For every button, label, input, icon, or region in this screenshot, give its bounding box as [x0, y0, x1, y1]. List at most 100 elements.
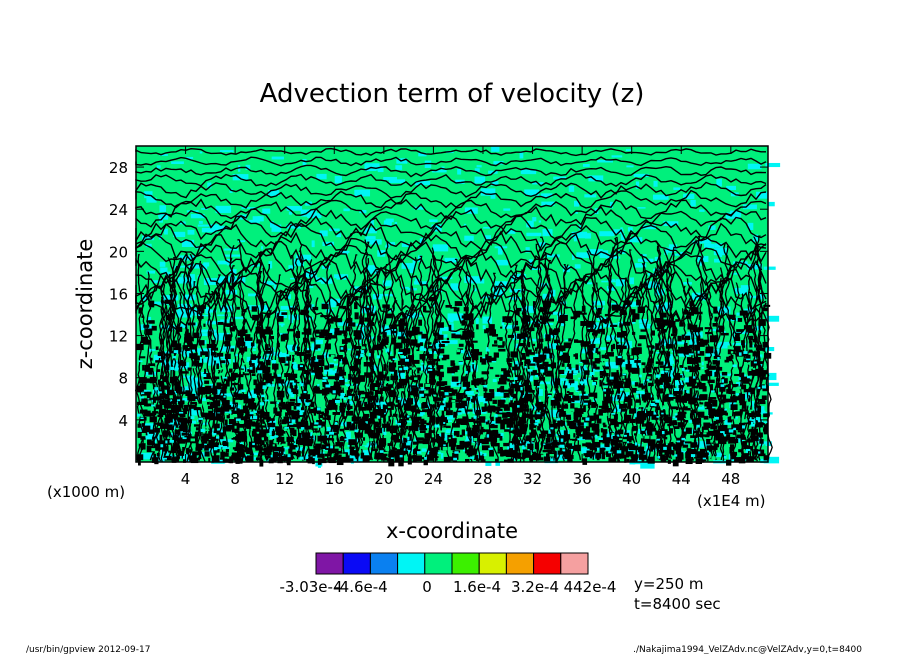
field-patch — [288, 265, 295, 270]
field-patch — [581, 378, 588, 386]
x-tick-label: 48 — [721, 470, 740, 488]
field-dark-patch — [215, 413, 222, 421]
field-patch — [329, 362, 334, 365]
field-dark-patch — [199, 446, 203, 451]
field-dark-patch — [210, 352, 217, 356]
field-dark-patch — [644, 392, 651, 399]
field-dark-patch — [173, 370, 176, 377]
field-patch — [670, 253, 687, 256]
field-dark-patch — [398, 448, 402, 454]
field-patch — [573, 370, 579, 374]
field-dark-patch — [437, 436, 445, 443]
field-patch — [397, 352, 403, 355]
field-dark-patch — [748, 336, 752, 344]
field-dark-patch — [291, 388, 295, 393]
field-dark-patch — [745, 379, 752, 382]
field-patch — [179, 265, 189, 268]
field-dark-patch — [138, 356, 146, 359]
field-dark-patch — [558, 318, 565, 323]
field-dark-patch — [491, 436, 498, 443]
field-patch — [248, 293, 259, 297]
field-patch — [703, 432, 707, 435]
field-patch — [364, 163, 380, 171]
field-dark-patch — [242, 309, 247, 313]
field-dark-patch — [406, 376, 414, 380]
field-patch — [457, 168, 462, 175]
field-dark-patch — [679, 365, 684, 368]
field-dark-patch — [249, 402, 257, 410]
field-patch — [652, 194, 669, 200]
field-dark-patch — [427, 360, 436, 365]
field-dark-patch — [224, 353, 231, 359]
field-dark-patch — [668, 320, 676, 328]
field-dark-patch — [343, 330, 347, 337]
field-patch — [329, 431, 335, 435]
field-dark-patch — [651, 414, 659, 420]
field-dark-patch — [495, 374, 500, 377]
field-dark-patch — [595, 414, 600, 420]
field-dark-patch — [658, 449, 667, 453]
field-patch — [141, 452, 154, 460]
field-patch — [253, 415, 258, 420]
field-dark-patch — [471, 380, 476, 386]
field-dark-patch — [750, 435, 759, 442]
field-patch — [217, 314, 229, 317]
field-dark-patch — [359, 317, 363, 325]
field-dark-patch — [245, 334, 251, 341]
field-dark-patch — [185, 345, 188, 351]
field-dark-patch — [188, 434, 192, 439]
field-patch — [574, 386, 578, 391]
field-patch — [197, 314, 212, 317]
field-dark-patch — [254, 445, 261, 449]
field-dark-patch — [707, 379, 715, 384]
field-dark-patch — [331, 316, 337, 322]
field-patch — [205, 307, 211, 314]
field-dark-patch — [750, 335, 754, 341]
field-dark-patch — [667, 418, 673, 422]
colorbar-labels: -3.03e-4-4.6e-4 0 1.6e-4 3.2e-4 442e-4 — [280, 578, 617, 596]
field-patch — [748, 410, 752, 414]
field-dark-patch — [582, 341, 591, 345]
field-dark-patch — [300, 421, 309, 425]
field-dark-patch — [371, 405, 375, 408]
field-dark-patch — [152, 384, 156, 390]
field-dark-patch — [320, 315, 328, 318]
field-dark-patch — [208, 440, 212, 446]
field-patch — [541, 201, 555, 206]
field-dark-patch — [336, 303, 340, 307]
field-dark-patch — [346, 390, 351, 397]
field-dark-patch — [411, 389, 415, 395]
field-dark-patch — [281, 312, 288, 315]
field-dark-patch — [443, 425, 451, 428]
field-dark-patch — [456, 430, 460, 437]
field-patch — [343, 397, 349, 399]
field-dark-patch — [372, 449, 378, 452]
field-dark-patch — [190, 401, 197, 405]
field-patch — [483, 453, 487, 457]
field-patch — [763, 421, 768, 423]
contour-line — [516, 290, 531, 460]
field-dark-patch — [757, 405, 762, 413]
field-dark-patch — [697, 398, 705, 401]
field-patch — [496, 259, 509, 266]
field-dark-patch — [697, 327, 703, 331]
field-patch — [248, 395, 252, 399]
field-dark-patch — [354, 396, 359, 402]
field-dark-patch — [143, 410, 151, 417]
field-dark-patch — [666, 383, 671, 389]
field-dark-patch — [233, 392, 238, 397]
field-patch — [708, 225, 716, 230]
field-dark-patch — [409, 367, 413, 370]
field-patch — [767, 372, 777, 381]
field-dark-patch — [240, 416, 247, 421]
field-dark-patch — [144, 364, 152, 372]
field-dark-patch — [195, 441, 198, 449]
field-patch — [683, 448, 687, 452]
field-dark-patch — [562, 385, 568, 389]
field-patch — [443, 340, 458, 345]
field-dark-patch — [691, 385, 699, 389]
field-dark-patch — [628, 405, 632, 410]
field-dark-patch — [544, 364, 552, 367]
field-dark-patch — [149, 391, 152, 395]
field-patch — [697, 256, 709, 263]
